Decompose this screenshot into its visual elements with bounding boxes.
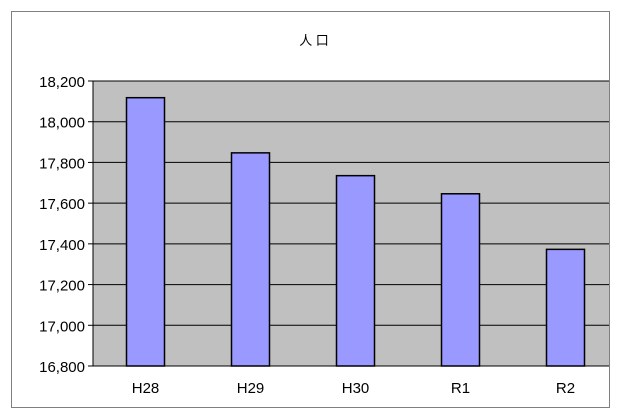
x-axis-ticks: H28 H29 H30 R1 R2: [132, 380, 575, 397]
y-tick-label: 18,200: [39, 74, 85, 91]
x-tick-label: R2: [556, 380, 575, 397]
y-tick-label: 17,400: [39, 237, 85, 254]
y-tick-label: 17,200: [39, 278, 85, 295]
y-tick-label: 18,000: [39, 115, 85, 132]
y-tick-label: 17,800: [39, 155, 85, 172]
bar-h29: [230, 152, 271, 367]
x-tick-label: R1: [451, 380, 470, 397]
chart-title: 人 口: [299, 33, 329, 48]
bar-h28: [125, 96, 166, 367]
y-tick-label: 17,000: [39, 318, 85, 335]
y-tick-label: 16,800: [39, 359, 85, 376]
y-tick-label: 17,600: [39, 196, 85, 213]
y-axis-ticks: 16,800 17,000 17,200 17,400 17,600 17,800 18,0…: [39, 74, 93, 376]
x-tick-label: H30: [342, 380, 370, 397]
population-bar-chart: 人 口 16,800 17,000 17,200 17,400 17,600 17,800…: [39, 33, 618, 397]
bar-h30: [335, 174, 376, 367]
chart-frame: 人 口 16,800 17,000 17,200 17,400 17,600 17,800…: [11, 11, 618, 408]
bar-r1: [440, 193, 481, 367]
x-tick-label: H28: [132, 380, 160, 397]
x-tick-label: H29: [237, 380, 265, 397]
bar-r2: [545, 248, 586, 367]
